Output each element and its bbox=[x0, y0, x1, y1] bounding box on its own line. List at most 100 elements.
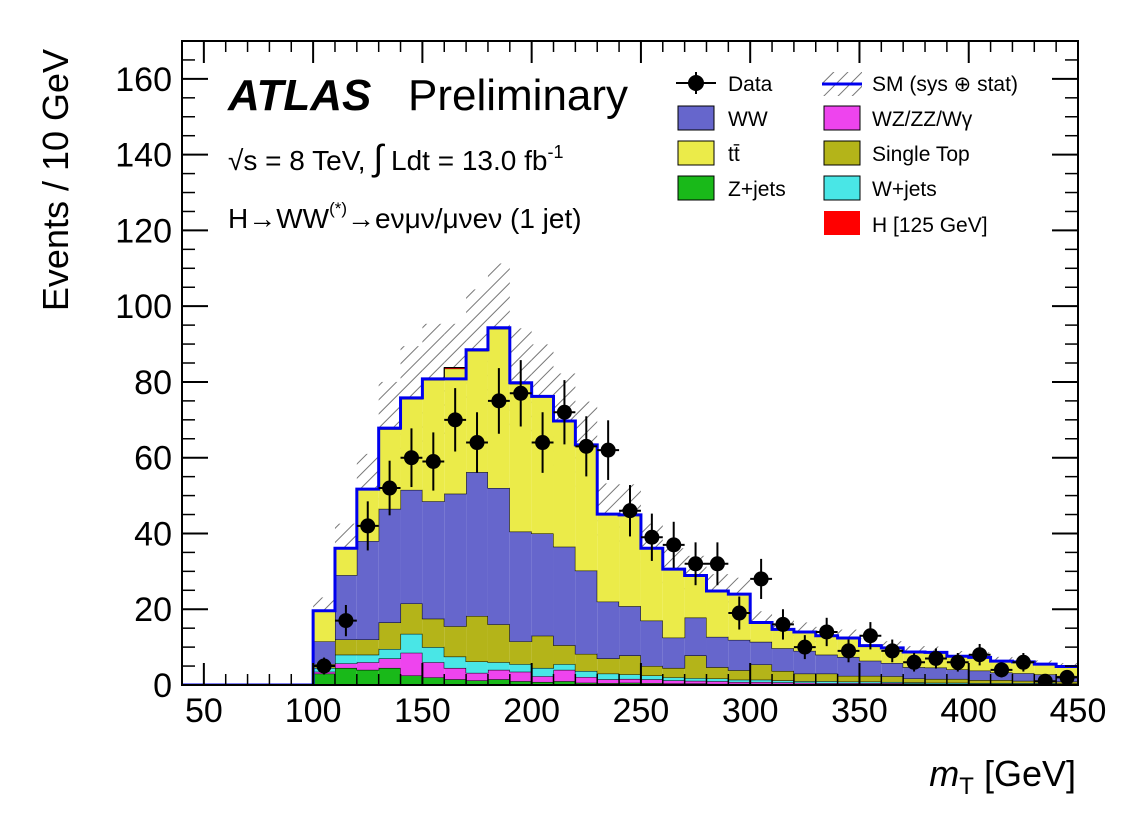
data-point bbox=[382, 480, 398, 496]
stack-bar-ww bbox=[356, 541, 379, 640]
stack-bar-wz-zz-w- bbox=[597, 679, 620, 684]
stack-bar-single-top bbox=[793, 673, 816, 682]
stack-bar-wz-zz-w- bbox=[881, 683, 904, 685]
data-points-group bbox=[313, 360, 1078, 685]
y-tick-label: 60 bbox=[134, 440, 172, 478]
stack-bar-z-jets bbox=[444, 679, 467, 685]
legend-entry-zjets: Z+jets bbox=[677, 175, 786, 201]
stack-bar-w-jets bbox=[487, 662, 510, 670]
x-tick-label: 250 bbox=[613, 692, 670, 730]
data-point bbox=[360, 518, 376, 534]
channel-label: H→WW(*)→eνμν/μνeν (1 jet) bbox=[228, 199, 582, 234]
stack-bar-tt- bbox=[597, 514, 620, 602]
stack-bar-wz-zz-w- bbox=[750, 681, 773, 684]
stack-bar-single-top bbox=[925, 678, 947, 683]
y-tick-label: 40 bbox=[134, 515, 172, 553]
data-point bbox=[600, 442, 616, 458]
stack-bar-w-jets bbox=[575, 670, 598, 678]
data-point bbox=[841, 643, 857, 659]
stack-bar-wz-zz-w- bbox=[444, 667, 467, 680]
stack-bar-single-top bbox=[378, 622, 401, 650]
y-tick-label: 160 bbox=[115, 61, 172, 99]
legend-entry-ttbar: tt̄ bbox=[677, 140, 740, 166]
legend: Data WW tt̄ Z+jets SM (sys ⊕ stat) WZ/ZZ… bbox=[676, 72, 1018, 237]
stack-bar-tt- bbox=[1034, 664, 1057, 675]
x-tick-label: 200 bbox=[503, 692, 560, 730]
stack-bar-w-jets bbox=[903, 682, 926, 684]
stack-bar-w-jets bbox=[684, 678, 707, 681]
stack-bar-w-jets bbox=[553, 664, 576, 670]
stack-bar-ww bbox=[684, 617, 707, 656]
stack-bar-w-jets bbox=[881, 681, 904, 684]
stack-bar-tt- bbox=[662, 569, 685, 638]
stack-bar-tt- bbox=[553, 421, 576, 547]
stack-bar-tt- bbox=[313, 611, 335, 642]
stacked-histogram-group bbox=[182, 327, 1078, 685]
data-point bbox=[906, 654, 922, 670]
stack-bar-wz-zz-w- bbox=[793, 682, 816, 685]
stack-bar-wz-zz-w- bbox=[400, 652, 423, 676]
data-point bbox=[469, 435, 485, 451]
stack-bar-z-jets bbox=[531, 681, 554, 685]
legend-entry-sm: SM (sys ⊕ stat) bbox=[822, 72, 1018, 96]
data-point bbox=[797, 639, 813, 655]
stack-bar-single-top bbox=[903, 678, 926, 683]
stack-bar-w-jets bbox=[750, 679, 773, 682]
stack-bar-w-jets bbox=[531, 667, 554, 677]
data-marker-icon bbox=[688, 75, 704, 91]
legend-entry-ww: WW bbox=[677, 105, 768, 131]
stack-bar-z-jets bbox=[553, 681, 576, 685]
legend-entry-data: Data bbox=[676, 72, 773, 96]
data-point bbox=[666, 537, 682, 553]
stack-bar-ww bbox=[925, 667, 947, 679]
data-point bbox=[753, 571, 769, 587]
svg-text:Data: Data bbox=[728, 73, 773, 96]
stack-bar-ww bbox=[466, 472, 488, 617]
stack-bar-ww bbox=[772, 648, 794, 671]
stack-bar-h-125-gev- bbox=[444, 367, 467, 369]
stack-bar-ww bbox=[859, 660, 882, 676]
stack-bar-wz-zz-w- bbox=[706, 681, 729, 684]
stack-bar-ww bbox=[903, 667, 926, 679]
stack-bar-ww bbox=[881, 663, 904, 677]
stack-bar-wz-zz-w- bbox=[509, 671, 532, 682]
y-tick-label: 100 bbox=[115, 288, 172, 326]
y-tick-label: 120 bbox=[115, 212, 172, 250]
stack-bar-wz-zz-w- bbox=[640, 679, 663, 684]
stack-bar-z-jets bbox=[619, 682, 641, 685]
stack-bar-ww bbox=[640, 620, 663, 667]
stack-bar-wz-zz-w- bbox=[684, 680, 707, 684]
stack-bar-z-jets bbox=[356, 669, 379, 685]
stack-bar-ww bbox=[400, 489, 423, 604]
stack-bar-tt- bbox=[509, 383, 532, 532]
y-axis-title: Events / 10 GeV bbox=[35, 49, 76, 311]
data-point bbox=[513, 385, 529, 401]
stack-bar-single-top bbox=[597, 658, 620, 674]
stack-bar-ww bbox=[575, 570, 598, 654]
data-point bbox=[535, 435, 551, 451]
stack-bar-tt- bbox=[619, 515, 641, 607]
stack-bar-single-top bbox=[859, 675, 882, 682]
stack-bar-wz-zz-w- bbox=[575, 677, 598, 683]
stack-bar-wz-zz-w- bbox=[334, 663, 357, 668]
svg-text:Z+jets: Z+jets bbox=[728, 178, 786, 201]
stack-bar-single-top bbox=[553, 645, 576, 665]
stack-bar-wz-zz-w- bbox=[422, 662, 445, 678]
legend-entry-wz: WZ/ZZ/Wγ bbox=[823, 105, 973, 131]
data-point bbox=[819, 624, 835, 640]
stack-bar-single-top bbox=[728, 670, 751, 680]
stack-bar-ww bbox=[597, 601, 620, 659]
data-point bbox=[403, 450, 419, 466]
stack-bar-ww bbox=[728, 639, 751, 671]
stack-bar-wz-zz-w- bbox=[531, 676, 554, 682]
stack-bar-w-jets bbox=[597, 673, 620, 680]
svg-text:SM (sys ⊕ stat): SM (sys ⊕ stat) bbox=[872, 73, 1018, 96]
stack-bar-wz-zz-w- bbox=[859, 683, 882, 685]
data-point bbox=[731, 605, 747, 621]
y-tick-label: 20 bbox=[134, 591, 172, 629]
stack-bar-wz-zz-w- bbox=[837, 683, 860, 685]
stack-bar-w-jets bbox=[815, 681, 838, 684]
stack-bar-single-top bbox=[990, 680, 1013, 684]
stack-bar-w-jets bbox=[772, 680, 794, 683]
